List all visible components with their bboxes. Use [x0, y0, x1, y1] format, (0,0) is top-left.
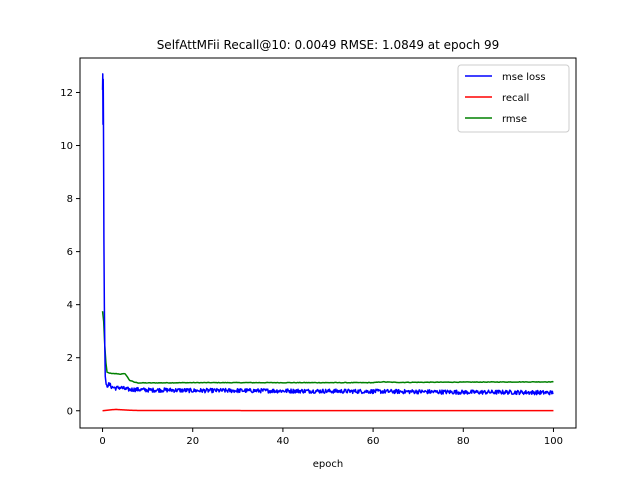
chart-title: SelfAttMFii Recall@10: 0.0049 RMSE: 1.08…	[157, 38, 500, 52]
y-tick-label: 6	[67, 247, 73, 258]
y-tick-label: 10	[60, 141, 73, 152]
plot-area	[101, 73, 554, 412]
y-axis: 0 2 4 6 8 10 12	[60, 88, 80, 417]
legend-label: mse loss	[502, 72, 546, 83]
legend: mse loss recall rmse	[457, 64, 570, 133]
x-tick-label: 60	[367, 436, 380, 447]
y-tick-label: 2	[67, 353, 73, 364]
y-tick-label: 12	[60, 88, 73, 99]
x-tick-label: 20	[186, 436, 199, 447]
x-tick-label: 40	[277, 436, 290, 447]
legend-label: recall	[502, 93, 529, 104]
x-tick-label: 100	[544, 436, 563, 447]
series-line-mse-loss	[101, 73, 554, 396]
y-tick-label: 4	[67, 300, 73, 311]
y-tick-label: 8	[67, 194, 73, 205]
series-line-recall	[102, 408, 554, 412]
x-axis-label: epoch	[313, 459, 343, 470]
x-tick-label: 0	[99, 436, 105, 447]
x-tick-label: 80	[457, 436, 470, 447]
y-tick-label: 0	[67, 406, 73, 417]
legend-box	[457, 64, 570, 133]
series-line-rmse	[101, 311, 554, 384]
axes-frame	[79, 57, 577, 429]
x-axis: 0 20 40 60 80 100	[99, 428, 563, 447]
legend-label: rmse	[502, 114, 527, 125]
